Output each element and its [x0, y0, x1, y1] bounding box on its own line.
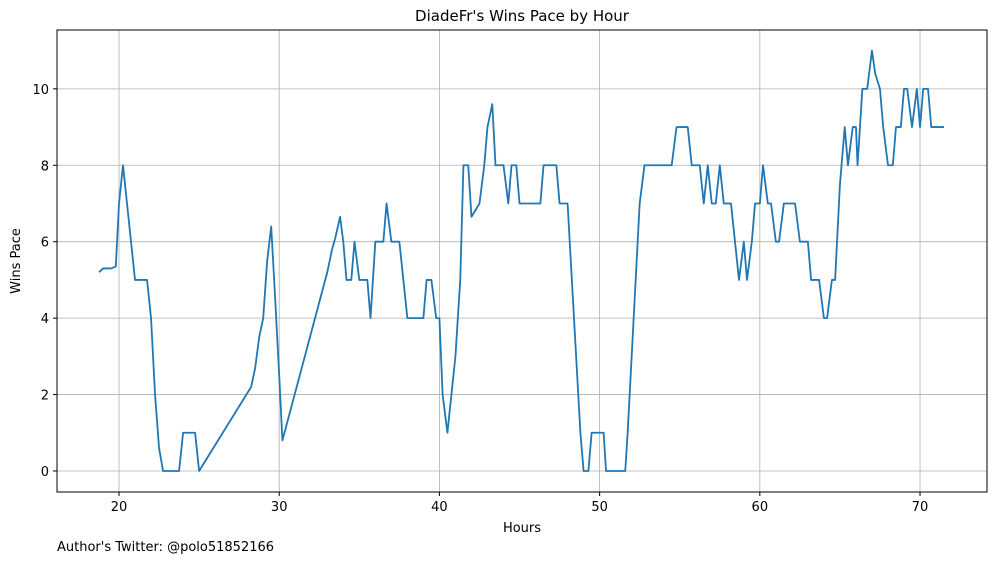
x-tick-label: 70 [912, 500, 929, 515]
y-axis-label: Wins Pace [9, 228, 24, 294]
y-tick-label: 8 [41, 159, 49, 174]
y-tick-label: 0 [41, 465, 49, 480]
x-tick-label: 60 [752, 500, 769, 515]
x-tick-label: 50 [591, 500, 608, 515]
x-tick-label: 20 [111, 500, 128, 515]
x-tick-label: 30 [271, 500, 288, 515]
y-tick-label: 6 [41, 236, 49, 251]
annotation: Author's Twitter: @polo51852166 [57, 540, 274, 555]
plot-frame [56, 29, 988, 493]
chart-title: DiadeFr's Wins Pace by Hour [415, 7, 630, 25]
x-tick-label: 40 [431, 500, 448, 515]
y-tick-label: 10 [32, 83, 49, 98]
y-tick-label: 4 [41, 312, 49, 327]
line [98, 49, 945, 472]
y-tick-label: 2 [41, 389, 49, 404]
x-axis-label: Hours [503, 521, 541, 536]
